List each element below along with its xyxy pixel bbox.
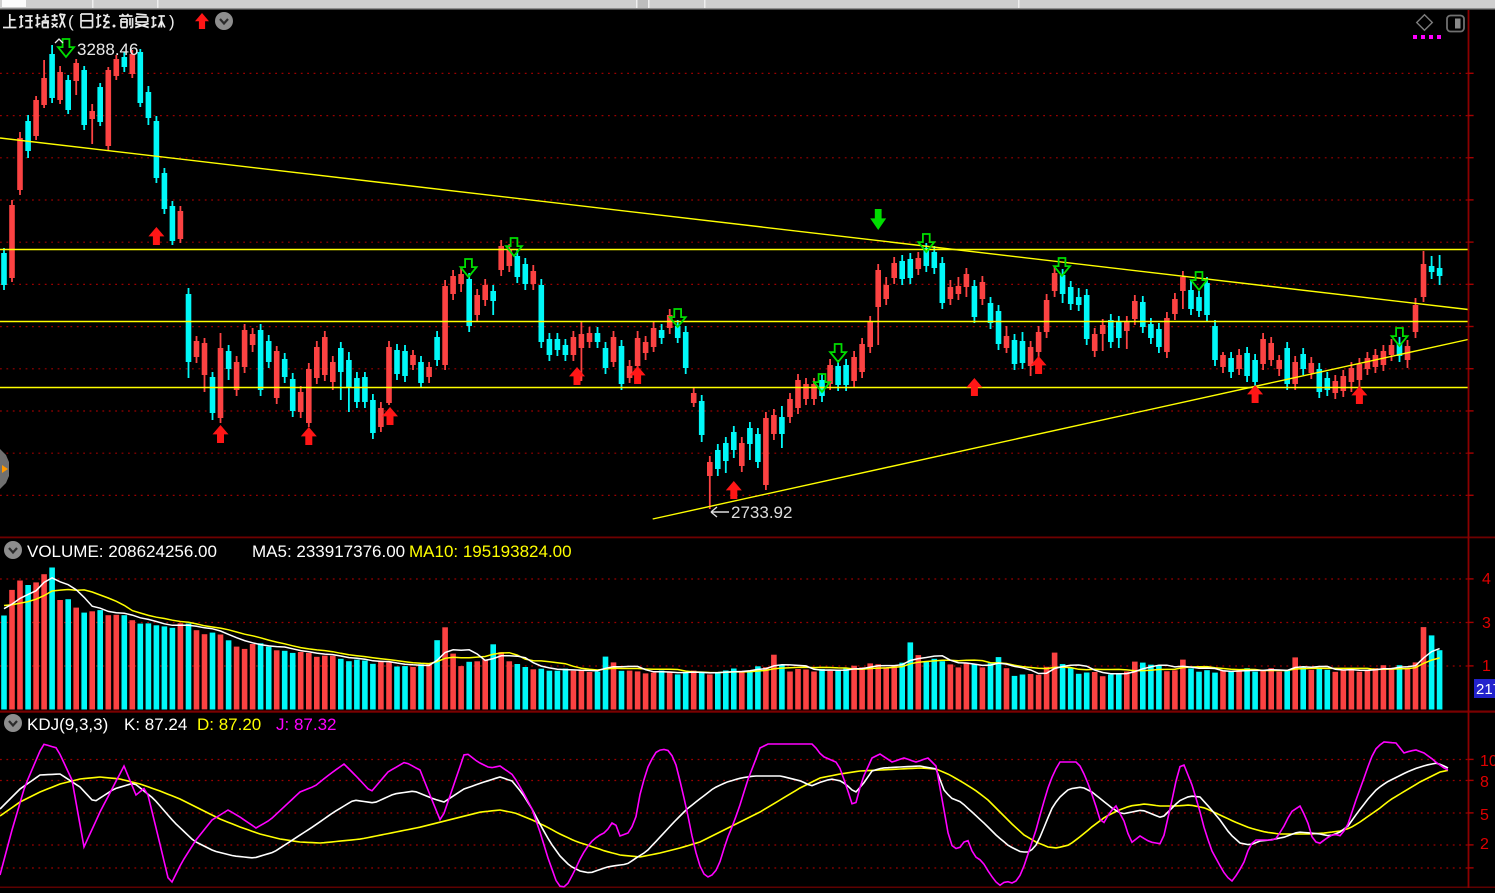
svg-text:2: 2 [1480, 836, 1489, 853]
svg-text:D: 87.20: D: 87.20 [197, 715, 261, 734]
svg-text:217: 217 [1476, 681, 1495, 698]
svg-text:1: 1 [1482, 658, 1491, 675]
svg-text:MA10: 195193824.00: MA10: 195193824.00 [409, 542, 572, 561]
svg-text:5: 5 [1480, 807, 1489, 824]
svg-text:3288.46: 3288.46 [77, 40, 138, 59]
svg-text:2733.92: 2733.92 [731, 503, 792, 522]
svg-text:10: 10 [1480, 753, 1495, 770]
svg-text:4: 4 [1482, 571, 1491, 588]
svg-text:KDJ(9,3,3): KDJ(9,3,3) [27, 715, 108, 734]
svg-text:(: ( [68, 12, 74, 31]
svg-text:MA5: 233917376.00: MA5: 233917376.00 [252, 542, 405, 561]
svg-text:8: 8 [1480, 774, 1489, 791]
svg-text:K: 87.24: K: 87.24 [124, 715, 187, 734]
svg-text:J: 87.32: J: 87.32 [276, 715, 337, 734]
svg-text:): ) [169, 12, 175, 31]
svg-text:3: 3 [1482, 615, 1491, 632]
svg-text:VOLUME: 208624256.00: VOLUME: 208624256.00 [27, 542, 217, 561]
